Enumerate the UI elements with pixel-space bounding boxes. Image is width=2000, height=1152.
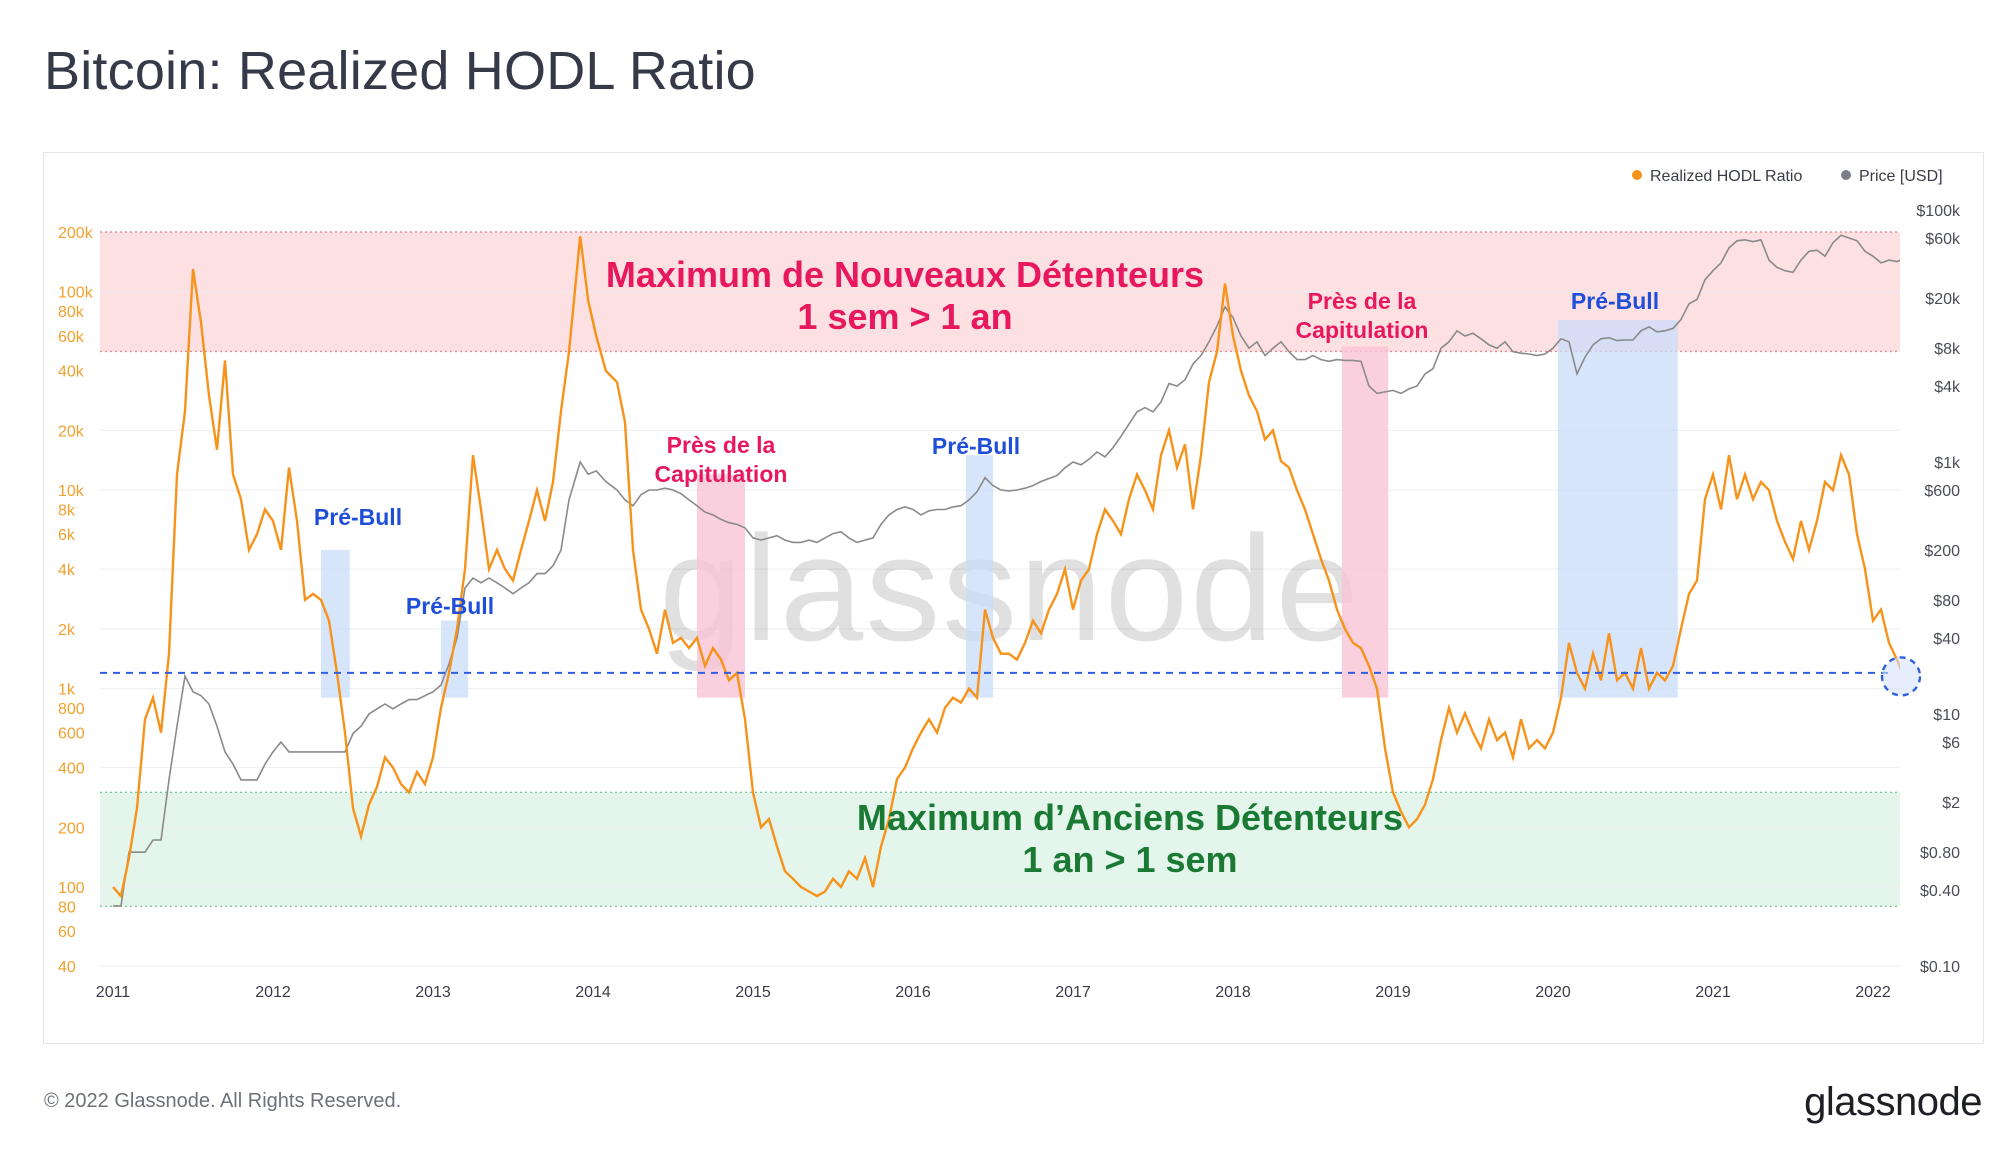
annotation-prebull-2012-line: Pré-Bull [314,504,402,530]
current-value-marker[interactable] [1880,656,1922,697]
annotation-prebull-2016: Pré-Bull [932,433,1020,459]
annotation-old-holders-line: 1 an > 1 sem [1022,839,1237,880]
left-tick-label: 40k [58,364,85,381]
annotation-capitulation-2014-line: Capitulation [655,461,788,487]
price-series-line [113,234,1900,907]
left-tick-label: 6k [58,527,76,544]
hodl-series-line [112,236,1900,899]
annotation-new-holders-line: 1 sem > 1 an [797,296,1012,337]
footer-copyright: © 2022 Glassnode. All Rights Reserved. [44,1090,402,1112]
highlight-band-blue-5 [1557,320,1678,698]
left-tick-label: 40 [58,959,76,976]
annotation-old-holders-line: Maximum d’Anciens Détenteurs [857,797,1403,838]
left-tick-label: 8k [58,502,76,519]
left-tick-label: 1k [58,682,76,699]
x-tick-label: 2018 [1215,984,1251,1001]
right-tick-label: $20k [1925,291,1961,308]
annotation-capitulation-2014: Près de la Capitulation [655,432,788,487]
left-tick-label: 2k [58,622,76,639]
legend[interactable]: Realized HODL Ratio Price [USD] [1632,168,1943,185]
left-tick-label: 100k [58,285,94,302]
left-tick-label: 80k [58,304,85,321]
x-axis-ticks: 2011 2012 2013 2014 2015 2016 2017 2018 2019 2020… [96,984,1891,1001]
legend-hodl-dot [1632,170,1642,180]
left-tick-label: 400 [58,761,85,778]
highlight-band-blue-0 [321,549,350,698]
right-tick-label: $10 [1933,707,1960,724]
right-tick-label: $0.40 [1920,883,1960,900]
right-tick-label: $200 [1924,543,1960,560]
x-tick-label: 2015 [735,984,771,1001]
right-tick-label: $600 [1924,483,1960,500]
chart-frame [43,152,1984,1044]
right-axis-ticks: $100k $60k $20k $8k $4k $1k $600 $200 $80 $40 $10 $… [1916,203,1961,976]
annotation-capitulation-2018: Près de la Capitulation [1296,288,1429,343]
left-axis-ticks: 200k 100k 80k 60k 40k 20k 10k 8k 6k 4k 2k 1k 800 600 4… [58,225,94,976]
left-tick-label: 600 [58,726,85,743]
annotation-capitulation-2014-line: Près de la [667,432,776,458]
right-tick-label: $80 [1933,593,1960,610]
left-tick-label: 200k [58,225,94,242]
annotation-prebull-2020-line: Pré-Bull [1571,288,1659,314]
x-tick-label: 2022 [1855,984,1891,1001]
annotation-prebull-2020: Pré-Bull [1571,288,1659,314]
legend-hodl-label[interactable]: Realized HODL Ratio [1650,168,1802,185]
x-tick-label: 2019 [1375,984,1411,1001]
annotation-prebull-2013: Pré-Bull [406,593,494,619]
x-tick-label: 2020 [1535,984,1571,1001]
left-tick-label: 60 [58,924,76,941]
right-tick-label: $60k [1925,231,1961,248]
x-tick-label: 2021 [1695,984,1731,1001]
annotation-prebull-2012: Pré-Bull [314,504,402,530]
x-tick-label: 2016 [895,984,931,1001]
right-tick-label: $4k [1934,379,1961,396]
left-tick-label: 4k [58,562,76,579]
x-tick-label: 2013 [415,984,451,1001]
right-tick-label: $100k [1916,203,1961,220]
right-tick-label: $6 [1942,735,1960,752]
left-tick-label: 60k [58,329,85,346]
annotation-capitulation-2018-line: Capitulation [1296,317,1429,343]
x-tick-label: 2012 [255,984,291,1001]
highlight-band-pink-4 [1341,346,1389,698]
left-tick-label: 80 [58,899,76,916]
right-tick-label: $1k [1934,455,1961,472]
left-tick-label: 200 [58,820,85,837]
highlight-band-blue-3 [965,455,993,698]
right-tick-label: $40 [1933,631,1960,648]
x-tick-label: 2014 [575,984,611,1001]
page-title: Bitcoin: Realized HODL Ratio [44,41,756,101]
annotation-new-holders-line: Maximum de Nouveaux Détenteurs [606,254,1204,295]
left-tick-label: 100 [58,880,85,897]
left-tick-label: 20k [58,423,85,440]
x-tick-label: 2017 [1055,984,1091,1001]
left-tick-label: 10k [58,483,85,500]
annotation-prebull-2013-line: Pré-Bull [406,593,494,619]
right-tick-label: $0.10 [1920,959,1960,976]
annotation-prebull-2016-line: Pré-Bull [932,433,1020,459]
annotations: Maximum de Nouveaux Détenteurs 1 sem > 1 … [314,254,1659,880]
legend-price-dot [1841,170,1851,180]
annotation-capitulation-2018-line: Près de la [1308,288,1417,314]
left-tick-label: 800 [58,701,85,718]
legend-price-label[interactable]: Price [USD] [1859,168,1943,185]
annotation-new-holders: Maximum de Nouveaux Détenteurs 1 sem > 1 … [606,254,1204,337]
watermark: glassnode [659,504,1361,672]
right-tick-label: $0.80 [1920,845,1960,862]
x-tick-label: 2011 [96,984,131,1001]
footer-logo: glassnode [1804,1080,1982,1124]
right-tick-label: $8k [1934,341,1961,358]
annotation-old-holders: Maximum d’Anciens Détenteurs 1 an > 1 sem [857,797,1403,880]
right-tick-label: $2 [1942,795,1960,812]
